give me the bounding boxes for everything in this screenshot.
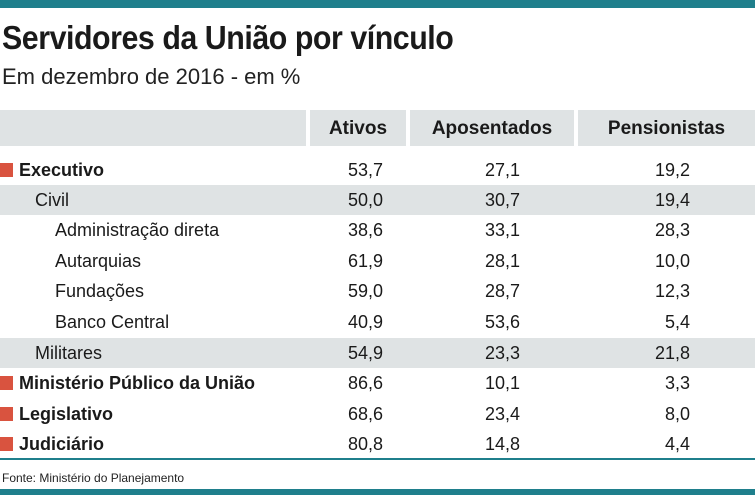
cell-pensionistas: 19,2	[654, 160, 690, 180]
cell-aposentados: 14,8	[484, 434, 520, 454]
header-divider	[406, 110, 410, 146]
header-divider	[574, 110, 578, 146]
cell-pensionistas: 21,8	[654, 343, 690, 363]
source-note: Fonte: Ministério do Planejamento	[2, 471, 185, 485]
row-label: Judiciário	[19, 434, 105, 454]
category-marker	[0, 407, 13, 421]
table-row: Executivo 53,7 27,1 19,2	[0, 155, 755, 185]
cell-pensionistas: 12,3	[654, 281, 690, 301]
cell-ativos: 68,6	[347, 404, 383, 424]
column-header-ativos: Ativos	[328, 118, 388, 139]
cell-ativos: 38,6	[347, 220, 383, 240]
row-label: Civil	[35, 190, 69, 210]
row-label: Banco Central	[55, 312, 170, 332]
cell-pensionistas: 8,0	[664, 404, 690, 424]
cell-aposentados: 23,4	[484, 404, 520, 424]
bottom-accent-bar	[0, 489, 755, 495]
row-label: Legislativo	[19, 404, 114, 424]
cell-ativos: 61,9	[347, 251, 383, 271]
table-row: Judiciário 80,8 14,8 4,4	[0, 429, 755, 459]
cell-ativos: 54,9	[347, 343, 383, 363]
cell-pensionistas: 28,3	[654, 220, 690, 240]
category-marker	[0, 437, 13, 451]
cell-aposentados: 28,7	[484, 281, 520, 301]
row-label: Fundações	[55, 281, 145, 301]
cell-ativos: 53,7	[347, 160, 383, 180]
row-label: Autarquias	[55, 251, 142, 271]
cell-ativos: 50,0	[347, 190, 383, 210]
table-row: Legislativo 68,6 23,4 8,0	[0, 399, 755, 429]
cell-pensionistas: 19,4	[654, 190, 690, 210]
row-label: Ministério Público da União	[19, 373, 256, 393]
row-label: Administração direta	[55, 220, 220, 240]
row-label: Militares	[35, 343, 103, 363]
page-title: Servidores da União por vínculo	[2, 19, 454, 56]
cell-aposentados: 10,1	[484, 373, 520, 393]
cell-aposentados: 28,1	[484, 251, 520, 271]
category-marker	[0, 163, 13, 177]
cell-pensionistas: 10,0	[654, 251, 690, 271]
cell-ativos: 59,0	[347, 281, 383, 301]
cell-aposentados: 23,3	[484, 343, 520, 363]
table-row: Administração direta 38,6 33,1 28,3	[0, 215, 755, 245]
table-row: Militares 54,9 23,3 21,8	[0, 338, 755, 368]
cell-ativos: 80,8	[347, 434, 383, 454]
header-divider	[306, 110, 310, 146]
page-subtitle: Em dezembro de 2016 - em %	[2, 64, 301, 89]
category-marker	[0, 376, 13, 390]
table-row: Autarquias 61,9 28,1 10,0	[0, 246, 755, 276]
row-label: Executivo	[19, 160, 105, 180]
table-row: Fundações 59,0 28,7 12,3	[0, 276, 755, 306]
table-row: Civil 50,0 30,7 19,4	[0, 185, 755, 215]
table-header	[0, 110, 755, 146]
cell-aposentados: 53,6	[484, 312, 520, 332]
top-accent-bar	[0, 0, 755, 8]
cell-ativos: 86,6	[347, 373, 383, 393]
cell-aposentados: 30,7	[484, 190, 520, 210]
bottom-divider	[0, 458, 755, 460]
column-header-aposentados: Aposentados	[431, 118, 553, 139]
cell-aposentados: 27,1	[484, 160, 520, 180]
cell-pensionistas: 3,3	[664, 373, 690, 393]
cell-aposentados: 33,1	[484, 220, 520, 240]
table-row: Ministério Público da União 86,6 10,1 3,…	[0, 368, 755, 398]
cell-ativos: 40,9	[347, 312, 383, 332]
cell-pensionistas: 5,4	[664, 312, 690, 332]
table-row: Banco Central 40,9 53,6 5,4	[0, 307, 755, 337]
cell-pensionistas: 4,4	[664, 434, 690, 454]
column-header-pensionistas: Pensionistas	[607, 118, 726, 139]
